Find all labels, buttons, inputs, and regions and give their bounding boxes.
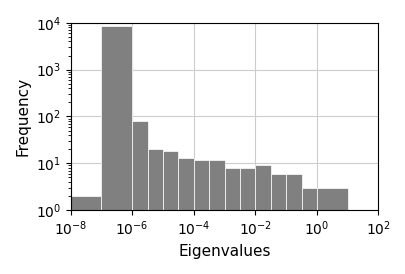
Bar (255, 165, 270, 274)
Bar (147, 149, 162, 274)
X-axis label: Eigenvalues: Eigenvalues (178, 244, 270, 259)
Bar (132, 121, 147, 274)
Bar (193, 159, 209, 274)
Bar (101, 26, 132, 274)
Bar (316, 188, 347, 274)
Bar (209, 159, 224, 274)
Bar (224, 168, 239, 274)
Bar (162, 151, 178, 274)
Bar (347, 210, 377, 274)
Bar (270, 174, 286, 274)
Bar (178, 158, 193, 274)
Bar (286, 174, 301, 274)
Bar (70, 196, 101, 274)
Y-axis label: Frequency: Frequency (15, 77, 30, 156)
Bar (239, 168, 255, 274)
Bar (301, 188, 316, 274)
